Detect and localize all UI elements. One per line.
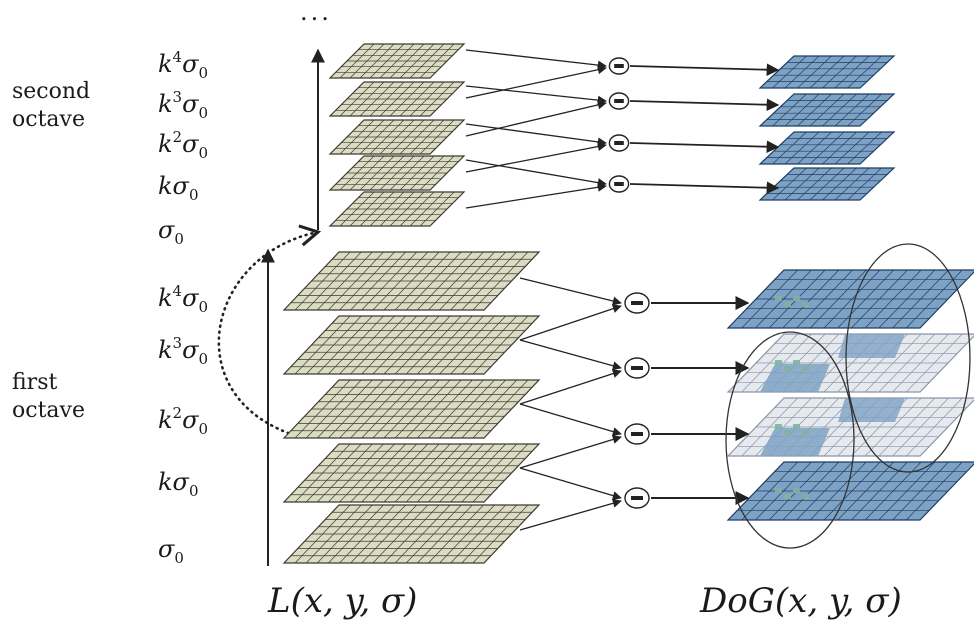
dog-function-label: DoG(x, y, σ)	[699, 581, 902, 621]
subtract-node-icon	[624, 423, 650, 445]
extrema-highlight-cell	[775, 424, 782, 429]
continuation-ellipsis: ...	[300, 0, 332, 26]
neighborhood-ellipse-right	[845, 243, 971, 473]
first-octave-label-line2: octave	[12, 398, 85, 423]
extrema-highlight-cell	[784, 366, 791, 371]
extrema-highlight-cell	[784, 494, 791, 499]
first-octave-scale-label: σ0	[158, 535, 184, 567]
gaussian-image-stack	[282, 43, 541, 564]
second-octave-scale-label: k4σ0	[158, 48, 208, 82]
connection-arrow	[519, 435, 622, 469]
connection-arrow	[465, 65, 607, 99]
connection-arrow	[519, 467, 622, 501]
extrema-highlight-cell	[775, 488, 782, 493]
first-octave-gaussian-image	[282, 504, 541, 564]
extrema-highlight-cell	[793, 424, 800, 429]
second-octave-dog-image	[758, 93, 896, 127]
second-octave-dog-image	[758, 55, 896, 89]
first-octave-scale-label: k2σ0	[158, 404, 208, 438]
second-octave-scale-label: kσ0	[158, 172, 198, 204]
extrema-highlight-cell	[802, 366, 809, 371]
connection-arrow	[629, 98, 780, 111]
first-octave-dog-image	[726, 269, 974, 329]
first-octave-scale-label: k4σ0	[158, 282, 208, 316]
second-octave-gaussian-image	[328, 43, 466, 79]
extrema-highlight-cell	[802, 430, 809, 435]
second-octave-scale-label: σ0	[158, 216, 184, 248]
first-octave-label-line1: first	[12, 370, 57, 395]
extrema-highlight-cell	[802, 494, 809, 499]
extrema-highlight-cell	[793, 296, 800, 301]
subtract-node-icon	[624, 292, 650, 314]
first-octave-gaussian-image	[282, 315, 541, 375]
extrema-neighborhood-ellipses	[725, 243, 971, 549]
connection-arrow	[465, 49, 607, 70]
first-octave-dog-image	[726, 333, 974, 393]
connection-arrow	[465, 142, 607, 173]
subtract-node-icon	[608, 92, 630, 110]
connection-arrow	[519, 277, 622, 306]
first-octave-scale-label: k3σ0	[158, 334, 208, 368]
subtraction-connections	[465, 49, 780, 531]
connection-arrow	[465, 100, 607, 137]
second-octave-dog-image	[758, 131, 896, 165]
first-octave-gaussian-image	[282, 443, 541, 503]
connection-arrow	[465, 182, 607, 209]
second-octave-label: second octave	[12, 79, 97, 132]
second-octave-dog-image	[758, 167, 896, 201]
subtract-node-icon	[624, 487, 650, 509]
gaussian-function-label: L(x, y, σ)	[267, 581, 417, 621]
extrema-highlight-cell	[784, 430, 791, 435]
connection-arrow	[519, 403, 622, 437]
second-octave-label-line2: octave	[12, 107, 85, 132]
second-octave-gaussian-image	[328, 191, 466, 227]
second-octave-label-line1: second	[12, 79, 90, 104]
second-octave-scale-label: k2σ0	[158, 128, 208, 162]
connection-arrow	[465, 159, 607, 188]
first-octave-scale-label: kσ0	[158, 468, 198, 500]
subtract-node-icon	[608, 57, 630, 75]
second-octave-gaussian-image	[328, 81, 466, 117]
connection-arrow	[629, 63, 780, 76]
subtract-node-icon	[624, 357, 650, 379]
extrema-highlight-cell	[784, 302, 791, 307]
extrema-highlight-cell	[775, 360, 782, 365]
connection-arrow	[519, 304, 622, 341]
extrema-highlight-cell	[793, 360, 800, 365]
first-octave-dog-image	[726, 397, 974, 457]
subtract-node-icon	[608, 175, 630, 193]
second-octave-scale-label: k3σ0	[158, 88, 208, 122]
first-octave-gaussian-image	[282, 251, 541, 311]
connection-arrow	[519, 339, 622, 371]
extrema-highlight-cell	[802, 302, 809, 307]
connection-arrow	[519, 369, 622, 405]
connection-arrow	[629, 181, 780, 194]
extrema-highlight-cell	[775, 296, 782, 301]
connection-arrow	[629, 140, 780, 153]
connection-arrow	[519, 498, 622, 531]
dog-image-stack	[726, 55, 974, 521]
extrema-highlight-cell	[793, 488, 800, 493]
scale-labels: k4σ0 k3σ0 k2σ0 kσ0 σ0 k4σ0 k3σ0 k2σ0 kσ0 σ0	[158, 48, 208, 567]
downsample-arc-arrow	[217, 224, 322, 439]
second-octave-gaussian-image	[328, 155, 466, 191]
neighborhood-ellipse-left	[725, 331, 855, 549]
connection-arrow	[465, 85, 607, 105]
second-octave-gaussian-image	[328, 119, 466, 155]
first-octave-gaussian-image	[282, 379, 541, 439]
connection-arrow	[465, 123, 607, 147]
subtract-node-icon	[608, 134, 630, 152]
first-octave-label: first octave	[12, 370, 85, 423]
